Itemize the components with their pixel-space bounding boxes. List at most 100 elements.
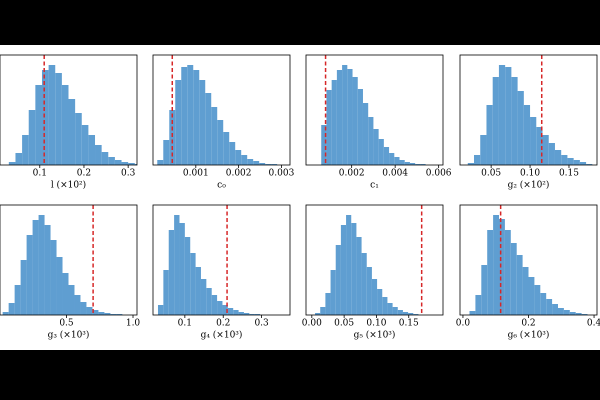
- bar: [50, 240, 57, 315]
- bar: [409, 163, 416, 165]
- bar: [586, 164, 593, 165]
- bar: [80, 302, 87, 315]
- bar: [498, 65, 506, 165]
- bar: [200, 279, 207, 315]
- bar: [523, 105, 531, 165]
- bar: [366, 267, 372, 315]
- bar: [199, 80, 206, 165]
- bar: [569, 312, 576, 315]
- histogram-panel: 0.1 0.2 0.3 l (×10²): [0, 54, 138, 191]
- bar: [552, 304, 558, 315]
- bar: [351, 223, 357, 315]
- bar: [516, 255, 523, 315]
- bar: [32, 220, 39, 315]
- bar: [561, 155, 568, 165]
- x-axis-label: g₂ (×10²): [508, 180, 550, 191]
- bar: [492, 77, 499, 165]
- bar: [542, 135, 549, 165]
- bar: [68, 99, 76, 165]
- histogram-panel: 0.1 0.2 0.3 g₄ (×10³): [152, 204, 291, 341]
- bar: [38, 215, 45, 315]
- bar: [44, 225, 51, 315]
- bar: [81, 125, 89, 165]
- axes-frame: [152, 204, 291, 316]
- bar: [217, 120, 224, 165]
- x-tick-label: 0.006: [426, 169, 452, 179]
- bar: [190, 253, 196, 315]
- bar: [249, 314, 255, 315]
- bar: [28, 110, 36, 165]
- bar: [530, 117, 537, 165]
- bars: [157, 65, 278, 165]
- bar: [340, 225, 347, 315]
- bar: [480, 135, 487, 165]
- bar: [320, 307, 326, 315]
- bar: [187, 65, 194, 165]
- bar: [104, 313, 111, 315]
- histogram-panel: 0.5 1.0 g₃ (×10³): [0, 204, 140, 341]
- bar: [223, 132, 230, 165]
- bar: [181, 67, 188, 165]
- bar: [330, 270, 336, 315]
- x-tick-label: 0.15: [399, 319, 419, 329]
- axes-frame: [305, 204, 444, 316]
- bar: [522, 267, 529, 315]
- x-tick-label: 0.002: [226, 169, 252, 179]
- bar: [397, 310, 403, 315]
- bar: [211, 295, 218, 315]
- histogram-panel: 0.001 0.002 0.003 c₀: [152, 54, 295, 191]
- x-axis-label: g₃ (×10³): [48, 330, 90, 341]
- bar: [352, 77, 358, 165]
- bar: [387, 303, 393, 315]
- bar: [347, 69, 353, 165]
- axes-frame: [459, 54, 598, 166]
- bar: [175, 80, 182, 165]
- x-tick-label: 0.001: [183, 169, 209, 179]
- bar: [404, 162, 410, 165]
- bar: [557, 308, 564, 315]
- bar: [382, 297, 388, 315]
- bar: [241, 155, 248, 165]
- bar: [114, 160, 122, 165]
- bars: [157, 215, 261, 315]
- bar: [563, 310, 570, 315]
- bar: [546, 299, 553, 315]
- bar: [265, 164, 272, 165]
- bar: [62, 273, 69, 315]
- bar: [8, 303, 15, 315]
- bar: [169, 110, 176, 165]
- bar: [108, 157, 115, 165]
- bar: [247, 159, 254, 165]
- bars: [8, 65, 137, 165]
- bar: [74, 295, 81, 315]
- bar: [227, 308, 234, 315]
- x-tick-label: 0.2: [216, 319, 230, 329]
- bar: [392, 307, 398, 315]
- x-tick-label: 0.05: [334, 319, 354, 329]
- bar: [402, 312, 409, 315]
- bar: [134, 164, 137, 165]
- bar: [389, 153, 395, 165]
- bars: [321, 65, 426, 165]
- bar: [493, 215, 500, 315]
- histogram-panel: 0.0 0.2 0.4 g₆ (×10³): [456, 204, 600, 341]
- bar: [356, 237, 362, 315]
- bar: [61, 85, 69, 165]
- x-tick-label: 0.5: [59, 319, 74, 329]
- bar: [487, 230, 494, 315]
- bar: [110, 314, 117, 315]
- bar: [88, 135, 96, 165]
- x-tick-label: 0.10: [520, 169, 540, 179]
- bar: [357, 89, 363, 165]
- bar: [121, 162, 129, 165]
- x-tick-label: 0.15: [559, 169, 579, 179]
- bar: [128, 163, 135, 165]
- x-axis-label: c₀: [217, 181, 226, 191]
- x-axis-label: g₅ (×10³): [354, 330, 396, 341]
- bar: [528, 277, 535, 315]
- x-tick-label: 0.00: [302, 319, 322, 329]
- bar: [510, 243, 517, 315]
- bar: [548, 143, 555, 165]
- bar: [394, 157, 400, 165]
- bar: [575, 313, 582, 315]
